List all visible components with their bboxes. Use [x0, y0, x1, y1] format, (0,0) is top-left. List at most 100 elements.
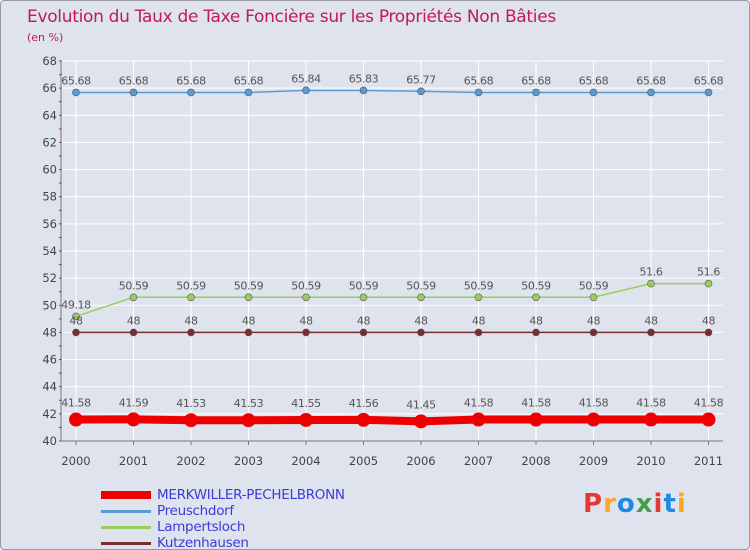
data-point: [187, 293, 195, 302]
data-point: [704, 88, 713, 97]
data-label: 50.59: [176, 279, 206, 292]
x-tick-label: 2007: [464, 454, 493, 468]
data-point: [359, 293, 368, 302]
data-label: 41.58: [694, 397, 724, 410]
data-label: 51.6: [697, 266, 720, 279]
data-label: 48: [644, 314, 658, 327]
y-tick-label: 48: [42, 325, 57, 339]
y-tick-label: 68: [42, 54, 57, 68]
data-point: [302, 328, 310, 337]
data-point: [72, 88, 80, 97]
series-line-1: [76, 89, 709, 94]
data-label: 65.68: [119, 74, 149, 87]
data-label: 65.68: [464, 74, 494, 87]
data-label: 41.45: [406, 398, 436, 411]
data-point: [359, 86, 368, 95]
data-point: [69, 412, 83, 427]
y-tick-label: 64: [42, 108, 57, 122]
data-label: 41.53: [234, 397, 264, 410]
data-point: [704, 279, 713, 288]
legend-label: Lampertsloch: [157, 519, 246, 535]
data-label: 41.58: [579, 397, 609, 410]
x-tick-label: 2003: [234, 454, 263, 468]
data-label: 50.59: [119, 279, 149, 292]
data-point: [471, 412, 486, 427]
y-tick-label: 50: [42, 298, 57, 312]
legend-item: Preuschdorf: [101, 503, 345, 519]
data-label: 48: [529, 314, 543, 327]
data-label: 48: [587, 314, 601, 327]
data-label: 65.68: [521, 74, 551, 87]
logo-letter: x: [635, 489, 654, 519]
data-point: [184, 413, 198, 428]
data-point: [532, 88, 540, 97]
legend-swatch: [101, 541, 151, 545]
data-point: [129, 293, 138, 302]
y-tick-label: 60: [42, 163, 57, 177]
data-label: 48: [242, 314, 256, 327]
data-point: [417, 87, 425, 96]
data-point: [356, 412, 371, 427]
legend-swatch: [101, 525, 151, 529]
chart-subtitle: (en %): [27, 31, 64, 44]
data-point: [129, 88, 138, 97]
data-point: [129, 328, 138, 337]
data-label: 41.58: [521, 397, 551, 410]
y-tick-label: 44: [42, 380, 57, 394]
y-tick-label: 46: [42, 353, 57, 367]
y-tick-label: 54: [42, 244, 57, 258]
legend-label: Kutzenhausen: [157, 535, 249, 550]
data-point: [532, 293, 540, 302]
data-point: [704, 328, 713, 337]
legend-item: Lampertsloch: [101, 519, 345, 535]
data-point: [589, 293, 598, 302]
data-point: [187, 88, 195, 97]
data-label: 41.58: [61, 397, 91, 410]
legend-item: Kutzenhausen: [101, 535, 345, 550]
logo-letter: o: [616, 489, 636, 519]
x-tick-label: 2009: [579, 454, 608, 468]
data-label: 48: [299, 314, 313, 327]
data-point: [414, 414, 428, 429]
data-label: 50.59: [291, 279, 321, 292]
y-tick-label: 66: [42, 81, 57, 95]
data-label: 65.68: [234, 74, 264, 87]
logo-letter: r: [603, 489, 617, 519]
data-point: [586, 412, 601, 427]
legend: MERKWILLER-PECHELBRONN Preuschdorf Lampert…: [101, 487, 345, 550]
data-point: [302, 86, 310, 95]
data-point: [187, 328, 195, 337]
data-label: 41.59: [119, 396, 149, 409]
data-point: [302, 293, 310, 302]
data-label: 48: [414, 314, 428, 327]
data-label: 50.59: [234, 279, 264, 292]
series-line-0: [75, 415, 709, 426]
data-label: 48: [702, 314, 716, 327]
x-tick-label: 2011: [694, 454, 723, 468]
y-tick-label: 40: [42, 434, 57, 448]
chart-title: Evolution du Taux de Taxe Foncière sur l…: [27, 7, 556, 27]
logo-letter: i: [676, 489, 687, 519]
data-point: [647, 328, 655, 337]
data-point: [647, 279, 655, 288]
data-point: [417, 293, 425, 302]
data-point: [359, 328, 368, 337]
series-line-2: [75, 282, 709, 318]
data-label: 41.55: [291, 397, 321, 410]
x-tick-label: 2008: [521, 454, 550, 468]
series-lines: [69, 86, 716, 429]
data-label: 65.68: [61, 74, 91, 87]
data-label: 50.59: [406, 279, 436, 292]
data-label: 41.53: [176, 397, 206, 410]
data-point: [474, 328, 483, 337]
data-label: 50.59: [349, 279, 379, 292]
data-point: [244, 293, 253, 302]
y-tick-label: 56: [42, 217, 57, 231]
data-label: 65.68: [694, 74, 724, 87]
logo-letter: t: [663, 489, 677, 519]
data-label: 50.59: [464, 279, 494, 292]
data-point: [126, 412, 141, 427]
data-label: 50.59: [521, 279, 551, 292]
